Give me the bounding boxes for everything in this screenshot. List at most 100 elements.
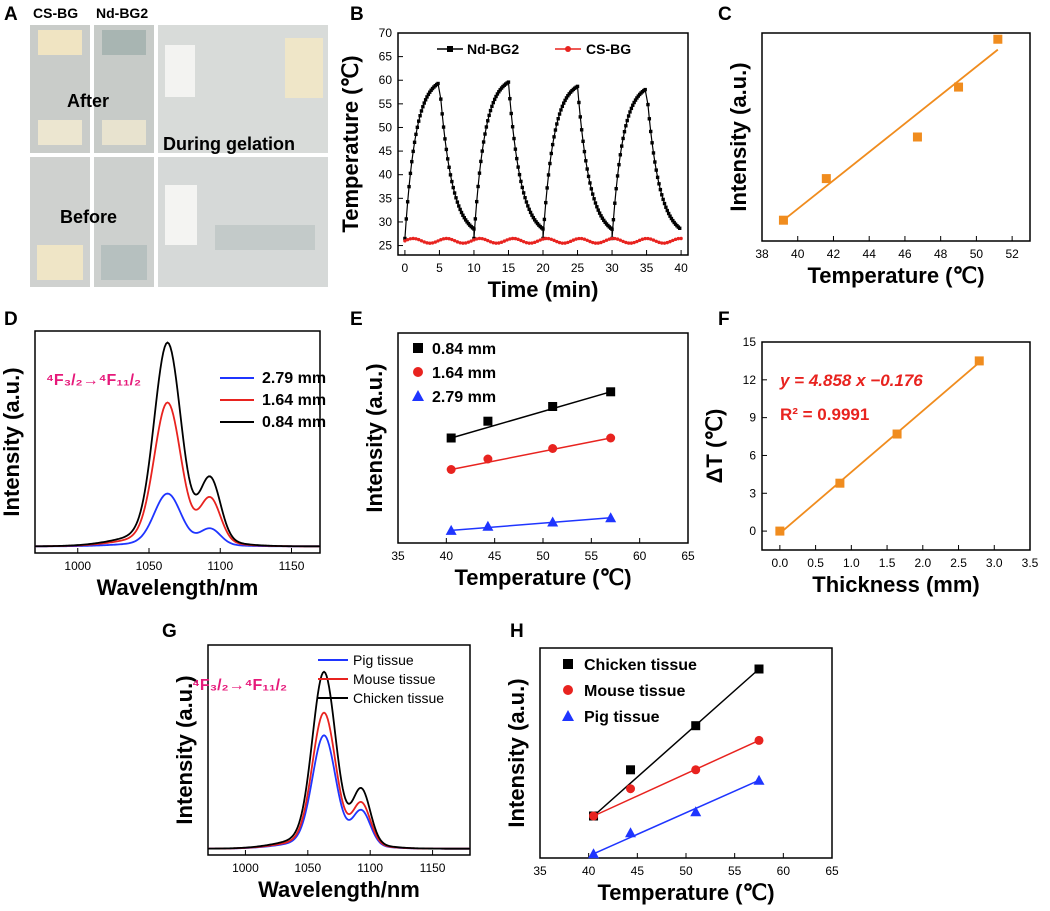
point-cs-bg [497,241,501,245]
point-cs-bg [577,236,581,241]
y-tick-label-B-3: 40 [379,168,393,182]
point-nd-bg2 [593,201,598,205]
point-cs-bg [494,241,498,245]
data-point-h-1 [754,735,764,745]
point-nd-bg2 [545,186,549,190]
photo-before-label: Before [60,207,117,227]
x-axis-label-D: Wavelength/nm [97,575,259,600]
vial-gel-ndbg2 [102,30,146,55]
cap-during [165,45,195,97]
point-cs-bg [533,240,537,245]
point-nd-bg2 [669,216,674,221]
point-cs-bg [568,239,573,244]
x-tick-label-H-5: 60 [777,864,791,878]
point-cs-bg [602,239,606,244]
point-nd-bg2 [664,205,668,209]
point-nd-bg2 [651,151,656,155]
point-nd-bg2 [473,217,478,221]
point-cs-bg [444,236,449,241]
point-nd-bg2 [450,179,454,184]
legend-label-nd-bg2: Nd-BG2 [467,41,519,57]
point-nd-bg2 [599,214,603,218]
point-nd-bg2 [448,173,453,177]
point-cs-bg [637,238,642,243]
data-point-h-2 [690,806,702,817]
point-nd-bg2 [653,160,657,164]
point-nd-bg2 [611,218,616,222]
y-axis-label-B: Temperature (℃) [338,55,363,232]
point-nd-bg2 [457,204,461,208]
point-nd-bg2 [596,208,600,212]
point-nd-bg2 [578,115,582,119]
point-nd-bg2 [658,187,663,192]
chart-h: 35 40 45 50 55 60 65 Temperature (℃) Intensity (… [504,647,839,905]
x-tick-label-E-1: 40 [440,549,454,563]
y-axis-label-G: Intensity (a.u.) [172,675,197,824]
point-nd-bg2 [556,116,560,121]
legend-label-d-1: 1.64 mm [262,392,326,409]
panel-label-g: G [162,621,177,642]
point-cs-bg [599,240,603,245]
point-cs-bg [585,238,589,242]
point-cs-bg [452,238,457,243]
point-cs-bg [665,240,669,245]
point-nd-bg2 [628,110,632,114]
data-point-h-1 [626,784,636,794]
point-cs-bg [458,241,462,245]
x-tick-label-E-3: 50 [536,549,550,563]
point-nd-bg2 [417,119,421,123]
point-cs-bg [571,238,576,242]
point-nd-bg2 [582,149,587,154]
point-cs-bg [607,237,611,241]
x-tick-label-C-3: 44 [863,247,877,261]
fit-line-h-1 [593,739,760,817]
point-cs-bg [436,239,440,243]
x-axis-label-F: Thickness (mm) [812,572,980,597]
point-nd-bg2 [557,112,562,116]
point-nd-bg2 [481,140,486,144]
legend-marker-h-2 [562,710,574,721]
data-point-e-1 [606,433,616,443]
x-axis-label-C: Temperature (℃) [807,263,984,288]
point-cs-bg [557,240,562,245]
x-tick-label-E-6: 65 [681,549,695,563]
point-cs-bg [566,240,570,245]
data-point-h-1 [589,811,599,821]
point-nd-bg2 [492,97,497,102]
legend-label-g-2: Chicken tissue [353,690,444,706]
point-nd-bg2 [678,226,682,230]
point-cs-bg [469,239,473,243]
photo-after-label: After [67,91,109,111]
x-tick-label-B-2: 10 [467,261,481,275]
point-nd-bg2 [588,181,592,185]
point-cs-bg [563,241,567,245]
point-nd-bg2 [650,141,654,145]
point-nd-bg2 [475,199,479,204]
point-nd-bg2 [490,104,494,109]
point-nd-bg2 [654,168,658,172]
data-point-h-0 [691,721,701,731]
point-cs-bg [671,238,675,243]
panel-a: A CS-BG Nd-BG2 After During gelation Bef… [4,4,328,287]
point-nd-bg2 [629,106,634,111]
panel-label-h: H [510,621,524,642]
point-nd-bg2 [542,217,547,222]
point-cs-bg [643,236,647,241]
y-axis-label-E: Intensity (a.u.) [362,363,387,512]
x-tick-label-H-2: 45 [631,864,645,878]
point-cs-bg [463,241,468,245]
gel-during [285,38,323,98]
x-tick-label-B-1: 5 [436,261,443,275]
x-tick-label-D-0: 1000 [64,559,91,573]
point-cs-bg [538,238,542,242]
point-cs-bg [461,241,465,245]
legend-label-h-0: Chicken tissue [584,657,697,674]
point-cs-bg [516,237,520,242]
spectrum-0-84-mm [34,341,321,548]
panel-label-c: C [718,4,732,25]
legend-marker-cs-bg [565,46,571,52]
point-nd-bg2 [521,191,526,195]
y-tick-label-F-4: 12 [743,373,757,387]
point-nd-bg2 [671,218,675,223]
fit-line-e-0 [450,391,611,439]
